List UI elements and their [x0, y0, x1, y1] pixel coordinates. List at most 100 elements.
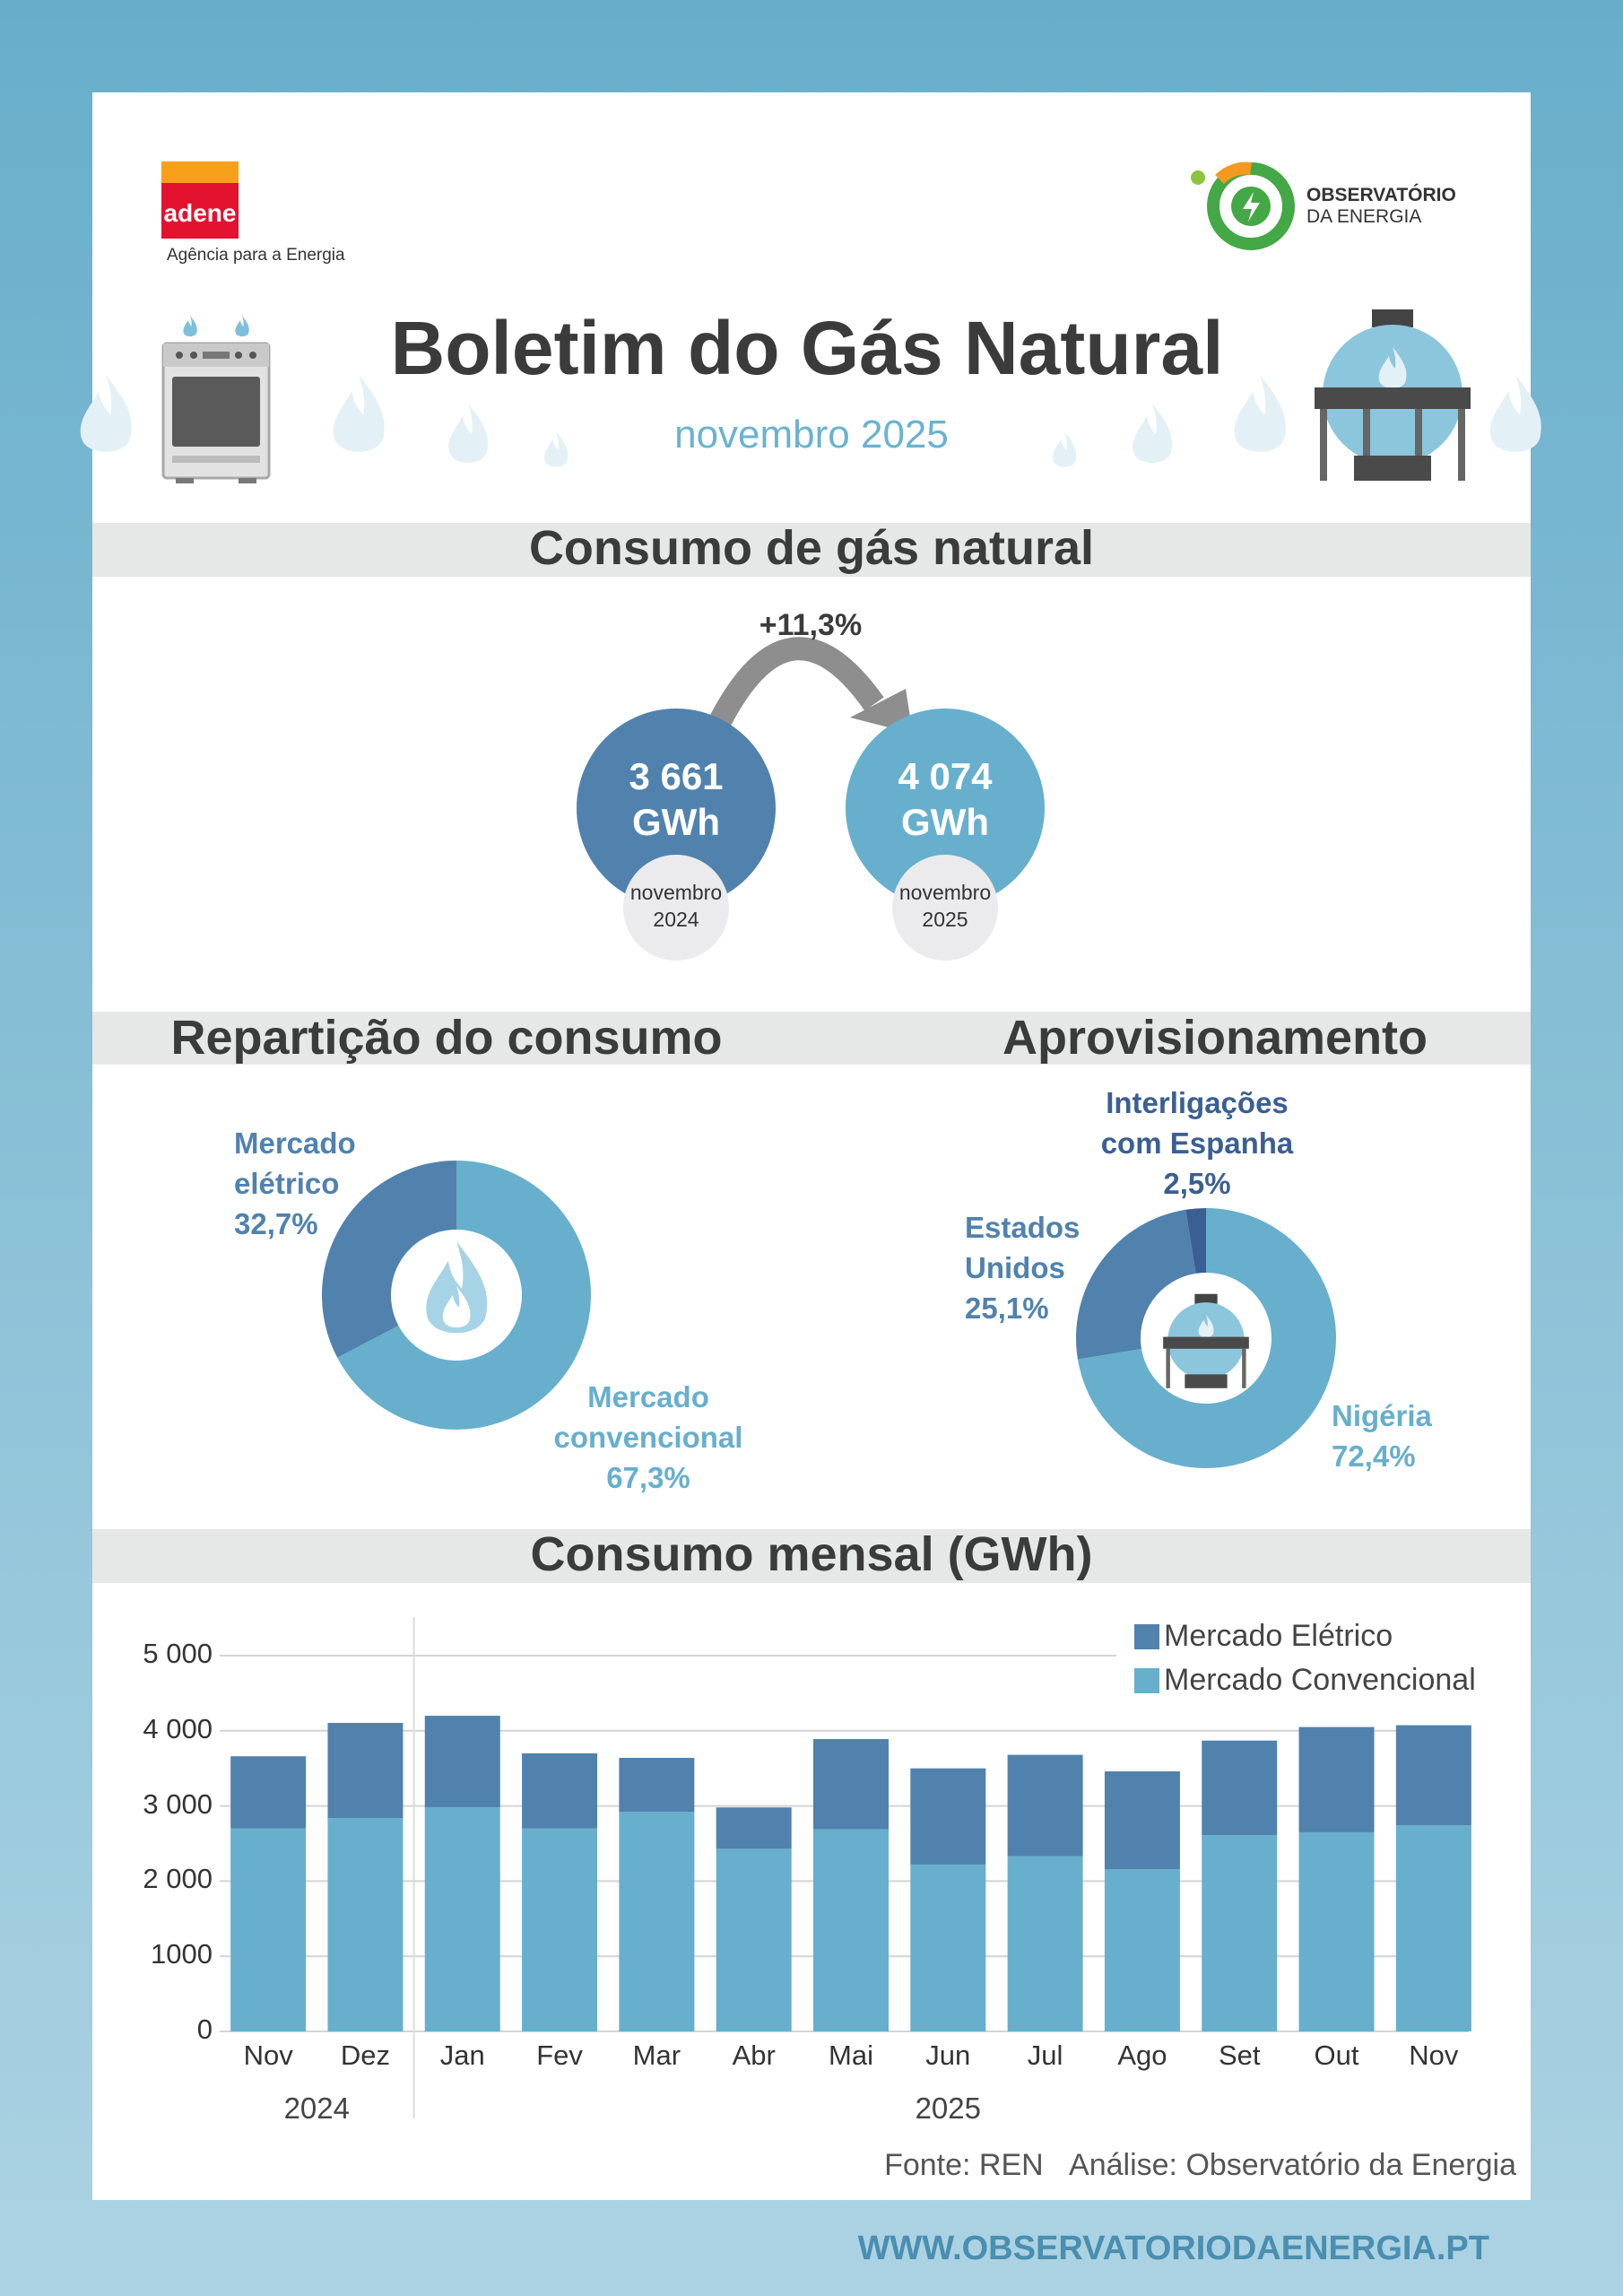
legend-swatch	[1134, 1624, 1159, 1649]
x-tick-label: Set	[1218, 2039, 1261, 2071]
pie-category: Mercado elétrico	[234, 1126, 356, 1200]
x-tick-label: Out	[1314, 2039, 1359, 2071]
bar	[1298, 1726, 1375, 1832]
y-tick-label: 0	[196, 2013, 213, 2045]
comparison	[577, 709, 1045, 961]
section-title: Consumo mensal (GWh)	[530, 1527, 1093, 1581]
consumption-value: 3 661	[629, 755, 724, 797]
y-tick-label: 4 000	[143, 1712, 213, 1744]
adene-logo: adene	[163, 199, 237, 227]
observatorio-bolt	[1243, 192, 1260, 222]
pie-slice	[1076, 1209, 1196, 1360]
consumption-circle	[577, 709, 776, 908]
section-title: Consumo de gás natural	[528, 521, 1095, 575]
bar	[910, 1768, 986, 1865]
consumption-unit: GWh	[632, 801, 720, 843]
consumption-value: 4 074	[898, 755, 993, 797]
legend-swatch	[1134, 1668, 1159, 1693]
adene-tagline: Agência para a Energia	[167, 246, 345, 265]
section-band	[92, 523, 1531, 577]
footer-credits: Fonte: REN Análise: Observatório da Ener…	[92, 2148, 1516, 2183]
x-tick-label: Jul	[1027, 2039, 1063, 2071]
bar	[1007, 1754, 1083, 1857]
subtitle: novembro 2025	[674, 413, 949, 457]
adene-logo-stripe	[161, 161, 239, 183]
bar	[619, 1757, 695, 1813]
observatorio-line1: OBSERVATÓRIO	[1306, 185, 1456, 205]
legend-label: Mercado Convencional	[1164, 1663, 1476, 1697]
observatorio-ring-accent	[1215, 161, 1252, 185]
pie-slice	[1077, 1208, 1336, 1468]
bar	[1104, 1771, 1180, 1869]
x-tick-label: Nov	[1409, 2039, 1459, 2071]
observatorio-line2: DA ENERGIA	[1306, 206, 1422, 227]
pie-value-label: 67,3%	[606, 1461, 690, 1494]
pie-label: Mercado convencional 67,3%	[532, 1377, 765, 1498]
bar	[1395, 1725, 1471, 1826]
pie-category: Interligações com Espanha	[1100, 1086, 1294, 1160]
change-arrow	[707, 637, 884, 732]
bar	[1298, 1831, 1375, 2031]
period-label: novembro 2025	[898, 881, 992, 931]
pie-value-label: 32,7%	[234, 1207, 318, 1240]
website: WWW.OBSERVATORIODAENERGIA.PT	[857, 2230, 1489, 2267]
period-label: novembro 2024	[629, 881, 723, 931]
bar	[1007, 1856, 1083, 2031]
bar	[327, 1723, 404, 1819]
period-circle	[623, 855, 729, 961]
legend-label: Mercado Elétrico	[1164, 1619, 1393, 1653]
bar	[424, 1807, 500, 2031]
x-tick-label: Abr	[732, 2039, 776, 2071]
source: Fonte: REN	[884, 2148, 1044, 2182]
x-tick-label: Mar	[632, 2039, 681, 2071]
x-tick-label: Dez	[340, 2039, 391, 2071]
bar	[619, 1812, 695, 2031]
oven-icon	[161, 316, 271, 483]
change-label: +11,3%	[759, 608, 863, 642]
y-tick-label: 5 000	[143, 1638, 213, 1669]
tank-icon	[1315, 309, 1471, 481]
period-circle	[892, 855, 998, 961]
x-tick-label: Nov	[243, 2039, 293, 2071]
pie-category: Mercado convencional	[553, 1380, 743, 1454]
pie-slice	[322, 1161, 456, 1358]
pie-label: Interligações com Espanha 2,5%	[1081, 1083, 1314, 1204]
bar	[813, 1829, 889, 2031]
pie-category: Estados Unidos	[965, 1211, 1081, 1284]
pie-slice	[337, 1161, 592, 1430]
x-group-label: 2025	[915, 2092, 981, 2125]
pie-value-label: 72,4%	[1332, 1439, 1416, 1473]
bar	[522, 1752, 598, 1829]
section-band	[92, 1529, 1531, 1583]
pie-slice	[1185, 1208, 1206, 1274]
pie-center-tank	[1163, 1293, 1249, 1388]
section-band	[92, 1012, 1531, 1065]
x-tick-label: Ago	[1117, 2039, 1167, 2071]
pie-label: Mercado elétrico 32,7%	[234, 1123, 386, 1244]
y-tick-label: 1000	[151, 1938, 213, 1970]
pie-value-label: 2,5%	[1163, 1167, 1231, 1200]
bar	[716, 1807, 792, 1849]
bar	[1395, 1825, 1471, 2031]
charts	[220, 1161, 1493, 2118]
bar	[910, 1864, 986, 2031]
bar	[424, 1716, 500, 1808]
pie-value-label: 25,1%	[965, 1292, 1049, 1325]
bar	[813, 1739, 889, 1830]
bar	[522, 1828, 598, 2031]
consumption-circle	[846, 709, 1045, 908]
y-tick-label: 3 000	[143, 1787, 213, 1820]
bar	[1202, 1740, 1278, 1836]
pie-label: Nigéria 72,4%	[1332, 1396, 1475, 1476]
bar	[716, 1848, 792, 2031]
bar	[1202, 1835, 1278, 2031]
x-tick-label: Fev	[536, 2039, 583, 2071]
bar	[1104, 1868, 1180, 2031]
legend-background	[1116, 1614, 1493, 1704]
chart-title: Aprovisionamento	[1002, 1011, 1428, 1065]
title: Boletim do Gás Natural	[390, 306, 1224, 390]
bar	[230, 1828, 307, 2031]
chart-title: Repartição do consumo	[170, 1011, 723, 1065]
x-tick-label: Jun	[925, 2039, 971, 2071]
